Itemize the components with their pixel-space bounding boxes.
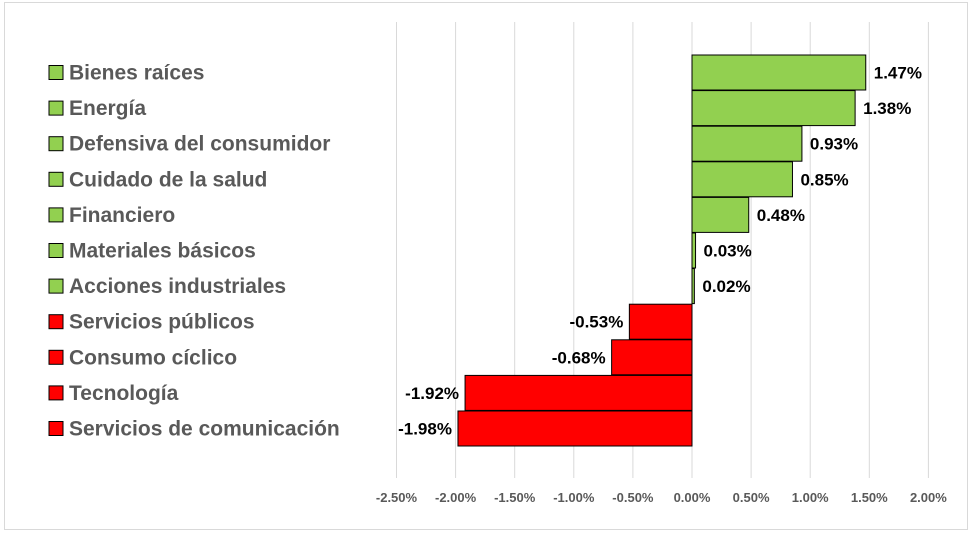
data-label: 1.47% (874, 64, 922, 83)
data-label: 0.03% (704, 242, 752, 261)
x-tick-label: -0.50% (612, 490, 654, 505)
category-legend: Bienes raíces Energía Defensiva del consum… (48, 62, 340, 441)
category-label: Defensiva del consumidor (69, 133, 330, 156)
x-tick-label: -2.50% (376, 490, 418, 505)
bar (691, 125, 803, 162)
category-label: Servicios de comunicación (69, 418, 340, 441)
data-label: -1.98% (398, 420, 452, 439)
data-label: 0.85% (800, 170, 848, 189)
category-label: Servicios públicos (69, 311, 255, 334)
category-label: Bienes raíces (69, 62, 204, 85)
bar (691, 90, 856, 127)
x-tick-label: 1.00% (792, 490, 829, 505)
bar (457, 410, 693, 447)
bars (457, 54, 867, 447)
category-label: Cuidado de la salud (69, 168, 267, 191)
x-tick-label: -2.00% (435, 490, 477, 505)
legend-swatch (48, 314, 64, 330)
legend-swatch (48, 421, 64, 436)
data-label: -0.53% (569, 313, 623, 332)
bar (691, 54, 867, 91)
bar (611, 339, 693, 376)
data-label: 1.38% (863, 99, 911, 118)
legend-swatch (48, 278, 64, 294)
data-label: 0.93% (810, 135, 858, 154)
bar (691, 161, 793, 198)
x-tick-label: 0.50% (733, 490, 770, 505)
data-label: -1.92% (405, 384, 459, 403)
data-labels: 1.47% 1.38% 0.93% 0.85% 0.48% 0.03% 0.02% -0.53… (398, 64, 922, 439)
legend-swatch (48, 349, 64, 365)
data-label: 0.48% (757, 206, 805, 225)
legend-swatch (48, 171, 64, 187)
x-tick-label: 2.00% (910, 490, 947, 505)
bar (691, 268, 695, 305)
category-label: Energía (69, 97, 146, 120)
legend-swatch (48, 385, 64, 401)
x-tick-label: 1.50% (851, 490, 888, 505)
legend-swatch (48, 100, 64, 116)
x-tick-label: -1.00% (553, 490, 595, 505)
bar (691, 196, 750, 233)
legend-swatch (48, 207, 64, 223)
bar (464, 374, 693, 411)
data-label: 0.02% (702, 277, 750, 296)
x-axis-ticks: -2.50% -2.00% -1.50% -1.00% -0.50% 0.00% 0.50%… (376, 490, 947, 505)
legend-swatch (48, 65, 64, 80)
category-label: Acciones industriales (69, 275, 286, 298)
category-label: Consumo cíclico (69, 346, 237, 369)
category-label: Tecnología (69, 382, 179, 405)
x-tick-label: -1.50% (494, 490, 536, 505)
legend-swatch (48, 136, 64, 152)
category-label: Materiales básicos (69, 240, 256, 263)
data-label: -0.68% (552, 348, 606, 367)
category-label: Financiero (69, 204, 175, 227)
bar (628, 303, 693, 340)
bar (691, 232, 697, 269)
x-tick-label: 0.00% (674, 490, 711, 505)
legend-swatch (48, 243, 64, 258)
